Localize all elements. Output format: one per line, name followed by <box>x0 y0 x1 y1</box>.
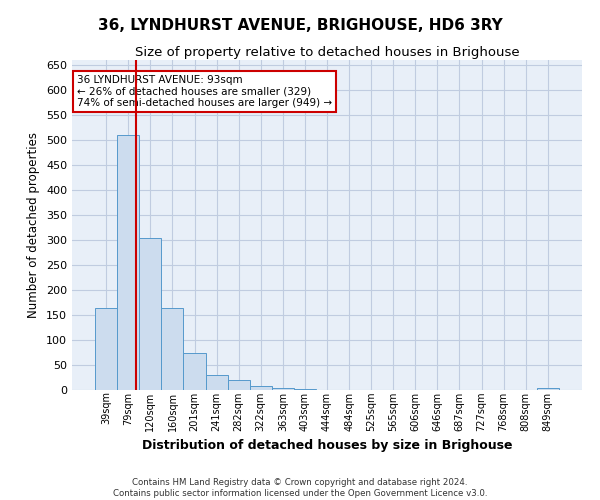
Text: Contains HM Land Registry data © Crown copyright and database right 2024.
Contai: Contains HM Land Registry data © Crown c… <box>113 478 487 498</box>
Bar <box>139 238 161 390</box>
Bar <box>206 375 227 390</box>
Text: 36 LYNDHURST AVENUE: 93sqm
← 26% of detached houses are smaller (329)
74% of sem: 36 LYNDHURST AVENUE: 93sqm ← 26% of deta… <box>77 75 332 108</box>
X-axis label: Distribution of detached houses by size in Brighouse: Distribution of detached houses by size … <box>142 439 512 452</box>
Y-axis label: Number of detached properties: Number of detached properties <box>28 132 40 318</box>
Bar <box>117 135 139 390</box>
Bar <box>227 380 250 390</box>
Bar <box>294 389 316 390</box>
Bar <box>184 352 206 390</box>
Bar <box>161 308 184 390</box>
Text: 36, LYNDHURST AVENUE, BRIGHOUSE, HD6 3RY: 36, LYNDHURST AVENUE, BRIGHOUSE, HD6 3RY <box>98 18 502 32</box>
Bar <box>250 386 272 390</box>
Bar <box>537 388 559 390</box>
Title: Size of property relative to detached houses in Brighouse: Size of property relative to detached ho… <box>134 46 520 59</box>
Bar <box>272 388 294 390</box>
Bar <box>95 308 117 390</box>
